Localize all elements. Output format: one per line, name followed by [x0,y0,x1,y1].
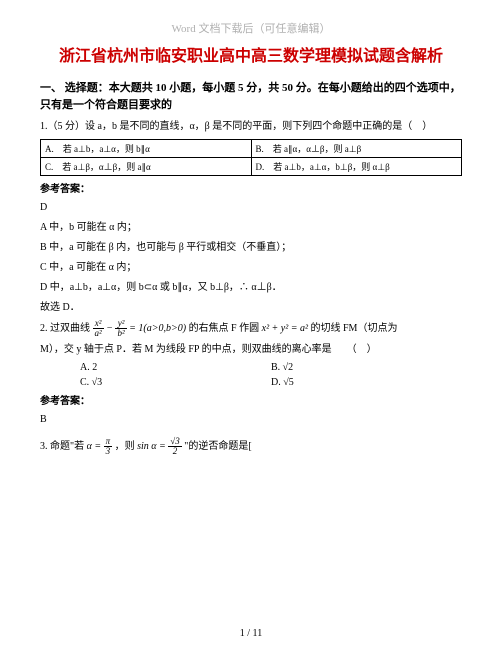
q1-text: 1.（5 分）设 a，b 是不同的直线，α，β 是不同的平面，则下列四个命题中正… [40,119,462,135]
q3-mid: ，则 [115,441,135,452]
q1-exp2: B 中，a 可能在 β 内，也可能与 β 平行或相交（不垂直）； [40,239,462,257]
q2-line2: M），交 y 轴于点 P．若 M 为线段 FP 的中点，则双曲线的离心率是 （ … [40,342,462,358]
alpha-formula: α = π3 [87,437,113,456]
q2-options-row2: C. √3 D. √5 [80,377,462,388]
q3-suffix: "的逆否命题是[ [184,441,251,452]
q1-opt-d: D. 若 a⊥b，a⊥α，b⊥β，则 α⊥β [251,158,462,176]
q2-opt-b: B. √2 [271,362,462,373]
q1-exp1: A 中，b 可能在 α 内； [40,219,462,237]
page-title: 浙江省杭州市临安职业高中高三数学理模拟试题含解析 [40,46,462,68]
q1-opt-c: C. 若 a⊥β，α⊥β，则 a∥α [41,158,252,176]
header-note: Word 文档下载后（可任意编辑） [40,20,462,36]
q3-prefix: 3. 命题"若 [40,441,84,452]
q1-answer: D [40,199,462,217]
q1-answer-label: 参考答案： [40,180,462,195]
q1-options-table: A. 若 a⊥b，a⊥α，则 b∥α B. 若 a∥α，α⊥β，则 a⊥β C.… [40,139,462,176]
q2-answer-label: 参考答案： [40,392,462,407]
circle-formula: x² + y² = a² [262,321,308,337]
q1-exp3: C 中，a 可能在 α 内； [40,259,462,277]
q3-text: 3. 命题"若 α = π3 ，则 sin α = √32 "的逆否命题是[ [40,437,462,456]
q2-suffix: 的切线 FM（切点为 [311,323,398,334]
q2-opt-a: A. 2 [80,362,271,373]
sin-formula: sin α = √32 [137,437,182,456]
q2-opt-d: D. √5 [271,377,462,388]
q1-exp4: D 中，a⊥b，a⊥α，则 b⊂α 或 b∥α，又 b⊥β，∴ α⊥β． [40,279,462,297]
q1-opt-a: A. 若 a⊥b，a⊥α，则 b∥α [41,140,252,158]
q2-text: 2. 过双曲线 x²a² − y²b² = 1(a>0,b>0) 的右焦点 F … [40,319,462,338]
q2-prefix: 2. 过双曲线 [40,323,90,334]
q2-opt-c: C. √3 [80,377,271,388]
page-number: 1 / 11 [0,628,502,639]
q2-answer: B [40,411,462,429]
q2-options-row1: A. 2 B. √2 [80,362,462,373]
hyperbola-formula: x²a² − y²b² = 1(a>0,b>0) [93,319,187,338]
q1-exp5: 故选 D． [40,299,462,317]
section-heading: 一、 选择题：本大题共 10 小题，每小题 5 分，共 50 分。在每小题给出的… [40,80,462,113]
q1-opt-b: B. 若 a∥α，α⊥β，则 a⊥β [251,140,462,158]
q2-mid: 的右焦点 F 作圆 [189,323,260,334]
